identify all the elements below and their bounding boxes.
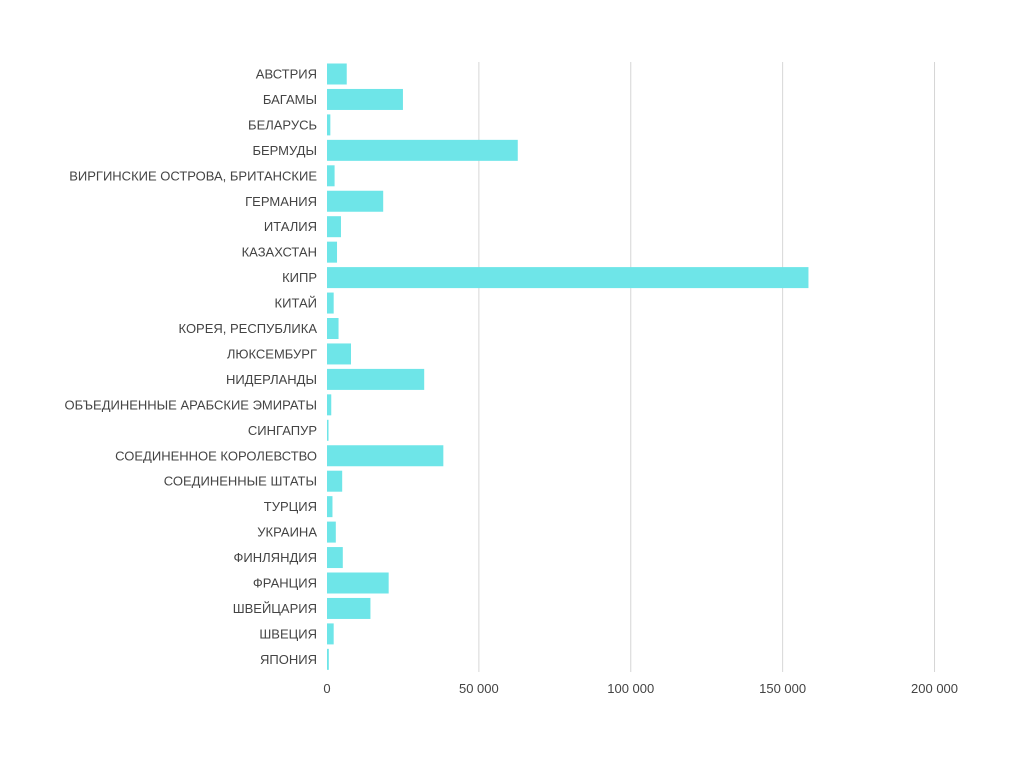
bar [327,318,339,339]
bar [327,521,336,543]
bar [327,648,329,670]
bar [327,88,403,110]
category-label: БЕЛАРУСЬ [248,117,317,132]
x-tick-label: 150 000 [759,681,806,696]
bar [327,241,338,263]
x-tick-label: 100 000 [607,681,654,696]
bar [327,496,333,518]
bar [327,445,444,467]
bars [327,63,809,670]
category-labels: АВСТРИЯ БАГАМЫ БЕЛАРУСЬ БЕРМУДЫ ВИРГИНСКИЕ О… [65,67,318,667]
bar [327,139,518,161]
bar [327,394,332,416]
category-label: ФРАНЦИЯ [253,576,317,591]
bar [327,267,809,289]
category-label: ВИРГИНСКИЕ ОСТРОВА, БРИТАНСКИЕ [69,168,317,183]
gridlines [478,62,936,672]
bar [327,63,347,85]
category-label: УКРАИНА [257,525,317,540]
category-label: СОЕДИНЕННОЕ КОРОЛЕВСТВО [115,448,317,463]
bar [327,547,343,569]
category-label: НИДЕРЛАНДЫ [226,372,317,387]
category-label: КОРЕЯ, РЕСПУБЛИКА [179,321,318,336]
bar [327,470,343,492]
category-label: БЕРМУДЫ [252,143,317,158]
category-label: КАЗАХСТАН [242,245,317,260]
category-label: ШВЕЙЦАРИЯ [233,601,317,616]
category-label: КИТАЙ [275,296,317,311]
bar [327,190,384,212]
category-label: ИТАЛИЯ [264,219,317,234]
bar [327,165,335,187]
bar [327,572,389,594]
category-label: ГЕРМАНИЯ [245,194,317,209]
category-label: БАГАМЫ [263,92,317,107]
category-label: СОЕДИНЕННЫЕ ШТАТЫ [164,474,317,489]
bar [327,343,351,365]
x-tick-label: 0 [323,681,330,696]
category-label: ЯПОНИЯ [260,652,317,667]
x-tick-label: 200 000 [911,681,958,696]
x-tick-label: 50 000 [459,681,499,696]
bar [327,216,341,238]
bar [327,623,334,645]
bar [327,368,425,390]
bar [327,114,331,136]
category-label: СИНГАПУР [248,423,317,438]
category-label: ШВЕЦИЯ [259,626,317,641]
x-axis-tick-labels: 0 50 000 100 000 150 000 200 000 [323,681,958,696]
bar [327,292,334,314]
category-label: ОБЪЕДИНЕННЫЕ АРАБСКИЕ ЭМИРАТЫ [65,397,317,412]
category-label: ЛЮКСЕМБУРГ [227,346,317,361]
bar [327,419,329,441]
category-label: АВСТРИЯ [256,67,317,82]
bar [327,597,371,619]
category-label: ТУРЦИЯ [264,499,317,514]
category-label: ФИНЛЯНДИЯ [234,550,317,565]
category-label: КИПР [282,270,317,285]
